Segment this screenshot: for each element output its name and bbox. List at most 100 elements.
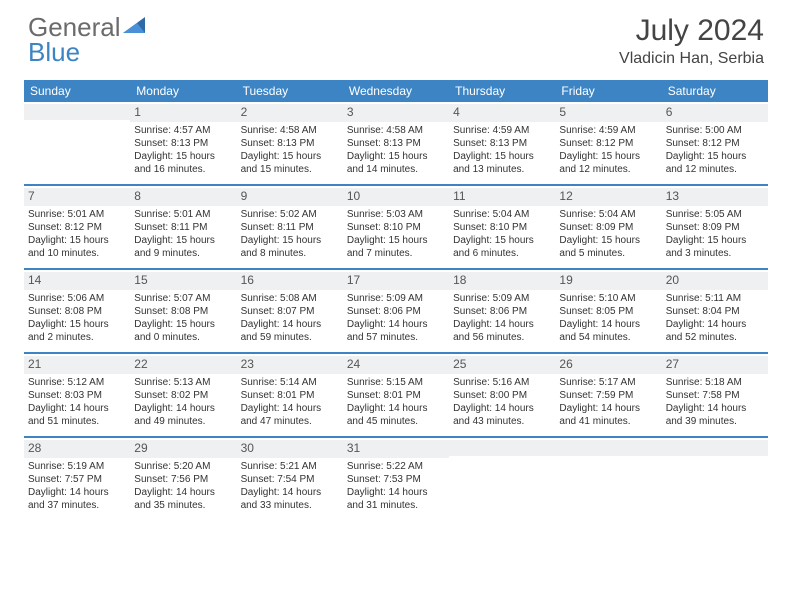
daylight-text: Daylight: 14 hours and 47 minutes. [241,402,339,428]
day-number: 8 [130,188,236,206]
day-cell: 28Sunrise: 5:19 AMSunset: 7:57 PMDayligh… [24,438,130,520]
day-number: 24 [343,356,449,374]
day-number: 4 [449,104,555,122]
week-row: 21Sunrise: 5:12 AMSunset: 8:03 PMDayligh… [24,352,768,436]
day-cell: 8Sunrise: 5:01 AMSunset: 8:11 PMDaylight… [130,186,236,268]
sunrise-text: Sunrise: 5:08 AM [241,292,339,305]
sunrise-text: Sunrise: 5:16 AM [453,376,551,389]
sunrise-text: Sunrise: 5:12 AM [28,376,126,389]
day-cell: 31Sunrise: 5:22 AMSunset: 7:53 PMDayligh… [343,438,449,520]
day-number: 6 [662,104,768,122]
day-number: 11 [449,188,555,206]
daylight-text: Daylight: 14 hours and 54 minutes. [559,318,657,344]
sunrise-text: Sunrise: 5:15 AM [347,376,445,389]
daylight-text: Daylight: 14 hours and 37 minutes. [28,486,126,512]
day-cell: 6Sunrise: 5:00 AMSunset: 8:12 PMDaylight… [662,102,768,184]
daylight-text: Daylight: 15 hours and 5 minutes. [559,234,657,260]
sunset-text: Sunset: 8:01 PM [347,389,445,402]
day-cell: 5Sunrise: 4:59 AMSunset: 8:12 PMDaylight… [555,102,661,184]
weekday-header: Tuesday [237,80,343,102]
sunrise-text: Sunrise: 5:00 AM [666,124,764,137]
sunrise-text: Sunrise: 5:05 AM [666,208,764,221]
week-row: 1Sunrise: 4:57 AMSunset: 8:13 PMDaylight… [24,102,768,184]
sunset-text: Sunset: 8:09 PM [666,221,764,234]
daylight-text: Daylight: 14 hours and 49 minutes. [134,402,232,428]
sunset-text: Sunset: 8:13 PM [134,137,232,150]
sunset-text: Sunset: 8:01 PM [241,389,339,402]
sunset-text: Sunset: 8:11 PM [241,221,339,234]
day-cell: 26Sunrise: 5:17 AMSunset: 7:59 PMDayligh… [555,354,661,436]
day-cell: 17Sunrise: 5:09 AMSunset: 8:06 PMDayligh… [343,270,449,352]
weekday-header: Saturday [662,80,768,102]
daylight-text: Daylight: 14 hours and 56 minutes. [453,318,551,344]
daylight-text: Daylight: 14 hours and 31 minutes. [347,486,445,512]
sunrise-text: Sunrise: 5:10 AM [559,292,657,305]
day-cell: 3Sunrise: 4:58 AMSunset: 8:13 PMDaylight… [343,102,449,184]
daylight-text: Daylight: 15 hours and 0 minutes. [134,318,232,344]
day-number: 15 [130,272,236,290]
sunrise-text: Sunrise: 5:01 AM [28,208,126,221]
sunrise-text: Sunrise: 5:04 AM [559,208,657,221]
day-cell [449,438,555,520]
day-cell: 23Sunrise: 5:14 AMSunset: 8:01 PMDayligh… [237,354,343,436]
title-block: July 2024 Vladicin Han, Serbia [619,14,764,68]
day-cell: 18Sunrise: 5:09 AMSunset: 8:06 PMDayligh… [449,270,555,352]
sunset-text: Sunset: 7:57 PM [28,473,126,486]
daylight-text: Daylight: 15 hours and 6 minutes. [453,234,551,260]
sunset-text: Sunset: 8:10 PM [453,221,551,234]
sunset-text: Sunset: 8:05 PM [559,305,657,318]
daylight-text: Daylight: 15 hours and 10 minutes. [28,234,126,260]
sunrise-text: Sunrise: 5:19 AM [28,460,126,473]
day-cell: 11Sunrise: 5:04 AMSunset: 8:10 PMDayligh… [449,186,555,268]
sunset-text: Sunset: 8:11 PM [134,221,232,234]
day-number: 17 [343,272,449,290]
sunset-text: Sunset: 8:10 PM [347,221,445,234]
sunset-text: Sunset: 7:54 PM [241,473,339,486]
day-number: 30 [237,440,343,458]
sunset-text: Sunset: 8:07 PM [241,305,339,318]
sunset-text: Sunset: 7:56 PM [134,473,232,486]
day-cell: 10Sunrise: 5:03 AMSunset: 8:10 PMDayligh… [343,186,449,268]
day-cell [24,102,130,184]
sunset-text: Sunset: 8:02 PM [134,389,232,402]
sunrise-text: Sunrise: 5:07 AM [134,292,232,305]
sunrise-text: Sunrise: 4:58 AM [241,124,339,137]
daylight-text: Daylight: 15 hours and 8 minutes. [241,234,339,260]
daylight-text: Daylight: 14 hours and 35 minutes. [134,486,232,512]
logo: General Blue [28,14,149,65]
weekday-header: Wednesday [343,80,449,102]
logo-part2: Blue [28,39,121,65]
week-row: 14Sunrise: 5:06 AMSunset: 8:08 PMDayligh… [24,268,768,352]
daylight-text: Daylight: 15 hours and 12 minutes. [666,150,764,176]
sunrise-text: Sunrise: 5:11 AM [666,292,764,305]
daylight-text: Daylight: 14 hours and 59 minutes. [241,318,339,344]
day-cell: 12Sunrise: 5:04 AMSunset: 8:09 PMDayligh… [555,186,661,268]
daylight-text: Daylight: 15 hours and 12 minutes. [559,150,657,176]
week-row: 28Sunrise: 5:19 AMSunset: 7:57 PMDayligh… [24,436,768,520]
sunset-text: Sunset: 8:00 PM [453,389,551,402]
logo-triangle-icon [123,17,149,37]
daylight-text: Daylight: 14 hours and 45 minutes. [347,402,445,428]
sunset-text: Sunset: 8:13 PM [453,137,551,150]
sunrise-text: Sunrise: 5:20 AM [134,460,232,473]
day-cell: 27Sunrise: 5:18 AMSunset: 7:58 PMDayligh… [662,354,768,436]
day-cell: 1Sunrise: 4:57 AMSunset: 8:13 PMDaylight… [130,102,236,184]
sunrise-text: Sunrise: 4:58 AM [347,124,445,137]
day-number: 14 [24,272,130,290]
sunset-text: Sunset: 8:06 PM [453,305,551,318]
sunset-text: Sunset: 8:08 PM [134,305,232,318]
weekday-header: Friday [555,80,661,102]
sunset-text: Sunset: 8:04 PM [666,305,764,318]
day-number: 23 [237,356,343,374]
day-cell: 7Sunrise: 5:01 AMSunset: 8:12 PMDaylight… [24,186,130,268]
day-cell: 21Sunrise: 5:12 AMSunset: 8:03 PMDayligh… [24,354,130,436]
day-cell: 24 Sunrise: 5:15 AMSunset: 8:01 PMDayligh… [343,354,449,436]
sunset-text: Sunset: 8:13 PM [347,137,445,150]
sunrise-text: Sunrise: 5:02 AM [241,208,339,221]
day-number: 18 [449,272,555,290]
day-number: 10 [343,188,449,206]
sunset-text: Sunset: 7:53 PM [347,473,445,486]
sunrise-text: Sunrise: 5:01 AM [134,208,232,221]
logo-text: General Blue [28,14,121,65]
day-number: 7 [24,188,130,206]
